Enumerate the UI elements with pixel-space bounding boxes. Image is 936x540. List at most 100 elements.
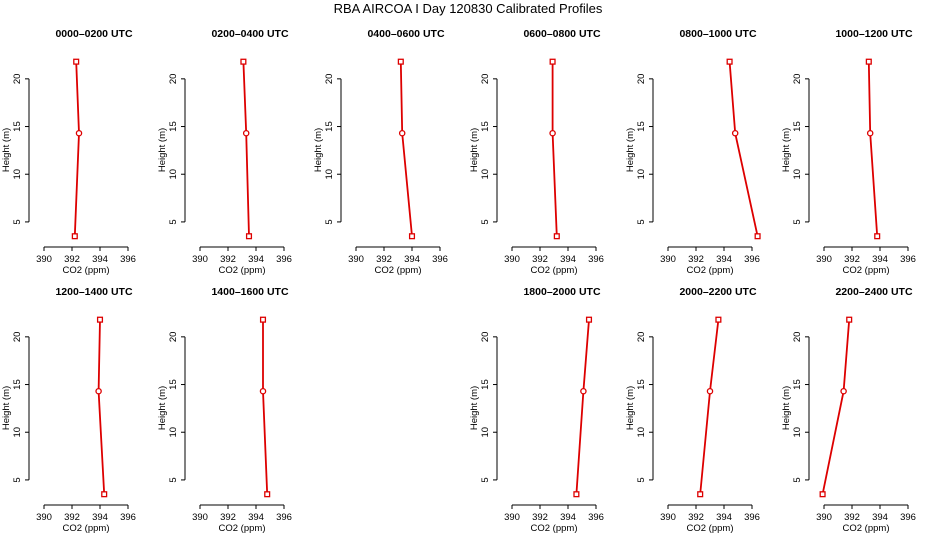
profile-chart: 1400–1600 UTC 390 392 394 396 CO2 (ppm) 5 10 15 2…	[157, 286, 292, 534]
data-point	[75, 129, 83, 137]
x-tick-label: 396	[900, 254, 916, 265]
y-tick-label: 10	[480, 169, 491, 180]
profile-chart: 0000–0200 UTC 390 392 394 396 CO2 (ppm) 5 10 15 2…	[1, 28, 136, 276]
x-tick-label: 396	[900, 512, 916, 523]
profile-chart: 1800–2000 UTC 390 392 394 396 CO2 (ppm) 5 10 15 2…	[469, 286, 604, 534]
chart-title: 2000–2200 UTC	[679, 286, 756, 298]
data-point	[264, 491, 271, 498]
data-point	[397, 58, 404, 65]
y-tick-label: 5	[168, 219, 179, 224]
data-point	[726, 58, 733, 65]
x-tick-label: 394	[92, 254, 108, 265]
data-point	[731, 129, 739, 137]
page-title: RBA AIRCOA I Day 120830 Calibrated Profi…	[333, 1, 603, 16]
x-tick-label: 390	[660, 512, 676, 523]
y-tick-label: 15	[168, 121, 179, 132]
x-axis-label: CO2 (ppm)	[375, 265, 422, 276]
y-tick-label: 5	[636, 477, 647, 482]
y-tick-label: 20	[324, 74, 335, 85]
data-point	[408, 233, 416, 240]
x-axis-label: CO2 (ppm)	[63, 523, 110, 534]
x-tick-label: 390	[816, 254, 832, 265]
x-axis-label: CO2 (ppm)	[219, 523, 266, 534]
chart-title: 0200–0400 UTC	[211, 28, 288, 40]
chart-title: 0600–0800 UTC	[523, 28, 600, 40]
y-tick-label: 20	[480, 74, 491, 85]
data-point	[585, 316, 593, 323]
y-axis-label: Height (m)	[157, 386, 168, 430]
x-tick-label: 390	[192, 512, 208, 523]
y-axis-label: Height (m)	[781, 386, 792, 430]
y-tick-label: 15	[12, 379, 23, 390]
data-point	[580, 387, 587, 395]
x-axis-label: CO2 (ppm)	[687, 265, 734, 276]
data-point	[245, 233, 253, 240]
data-point	[874, 233, 881, 240]
x-tick-label: 396	[588, 512, 604, 523]
data-point	[549, 58, 556, 65]
x-tick-label: 392	[220, 254, 236, 265]
data-point	[865, 58, 872, 65]
x-tick-label: 396	[120, 512, 136, 523]
data-point	[754, 233, 761, 240]
y-tick-label: 15	[324, 121, 335, 132]
profile-line	[699, 319, 720, 495]
profile-chart: 0200–0400 UTC 390 392 394 396 CO2 (ppm) 5 10 15 2…	[157, 28, 292, 276]
x-tick-label: 392	[532, 512, 548, 523]
profile-line	[262, 319, 269, 495]
x-tick-label: 390	[36, 254, 52, 265]
y-tick-label: 15	[480, 379, 491, 390]
profile-line	[73, 61, 80, 237]
data-point	[95, 387, 102, 395]
y-tick-label: 10	[168, 427, 179, 438]
y-tick-label: 5	[12, 477, 23, 482]
chart-title: 1000–1200 UTC	[835, 28, 912, 40]
x-tick-label: 396	[120, 254, 136, 265]
x-tick-label: 396	[276, 512, 292, 523]
x-tick-label: 396	[432, 254, 448, 265]
data-point	[242, 129, 250, 137]
y-tick-label: 5	[480, 219, 491, 224]
y-axis-label: Height (m)	[313, 128, 324, 172]
data-point	[866, 129, 874, 137]
x-tick-label: 394	[872, 254, 888, 265]
x-tick-label: 396	[744, 512, 760, 523]
data-point	[398, 129, 406, 137]
profile-line	[242, 61, 250, 237]
data-point	[71, 233, 78, 240]
data-point	[840, 387, 847, 395]
profile-line	[551, 61, 558, 237]
profile-chart: 1200–1400 UTC 390 392 394 396 CO2 (ppm) 5 10 15 2…	[1, 286, 136, 534]
chart-title: 0000–0200 UTC	[55, 28, 132, 40]
profile-chart: 2000–2200 UTC 390 392 394 396 CO2 (ppm) 5 10 15 2…	[625, 286, 760, 534]
x-tick-label: 394	[560, 512, 576, 523]
y-tick-label: 15	[12, 121, 23, 132]
x-tick-label: 390	[504, 254, 520, 265]
data-point	[706, 387, 714, 395]
profile-chart: 0800–1000 UTC 390 392 394 396 CO2 (ppm) 5 10 15 2…	[625, 28, 761, 276]
y-tick-label: 5	[168, 477, 179, 482]
data-point	[573, 491, 580, 498]
data-point	[240, 58, 247, 65]
y-tick-label: 15	[792, 121, 803, 132]
x-tick-label: 392	[64, 254, 80, 265]
x-tick-label: 390	[660, 254, 676, 265]
data-point	[549, 129, 556, 137]
y-tick-label: 10	[168, 169, 179, 180]
profile-line	[821, 319, 851, 495]
profile-chart: 0400–0600 UTC 390 392 394 396 CO2 (ppm) 5 10 15 2…	[313, 28, 448, 276]
x-axis-label: CO2 (ppm)	[531, 265, 578, 276]
y-axis-label: Height (m)	[781, 128, 792, 172]
chart-title: 1800–2000 UTC	[523, 286, 600, 298]
y-tick-label: 5	[792, 219, 803, 224]
x-tick-label: 390	[192, 254, 208, 265]
x-axis-label: CO2 (ppm)	[63, 265, 110, 276]
x-tick-label: 392	[844, 254, 860, 265]
x-tick-label: 390	[36, 512, 52, 523]
y-axis-label: Height (m)	[157, 128, 168, 172]
x-tick-label: 390	[816, 512, 832, 523]
x-tick-label: 394	[92, 512, 108, 523]
y-tick-label: 15	[168, 379, 179, 390]
y-axis-label: Height (m)	[1, 128, 12, 172]
x-tick-label: 392	[376, 254, 392, 265]
